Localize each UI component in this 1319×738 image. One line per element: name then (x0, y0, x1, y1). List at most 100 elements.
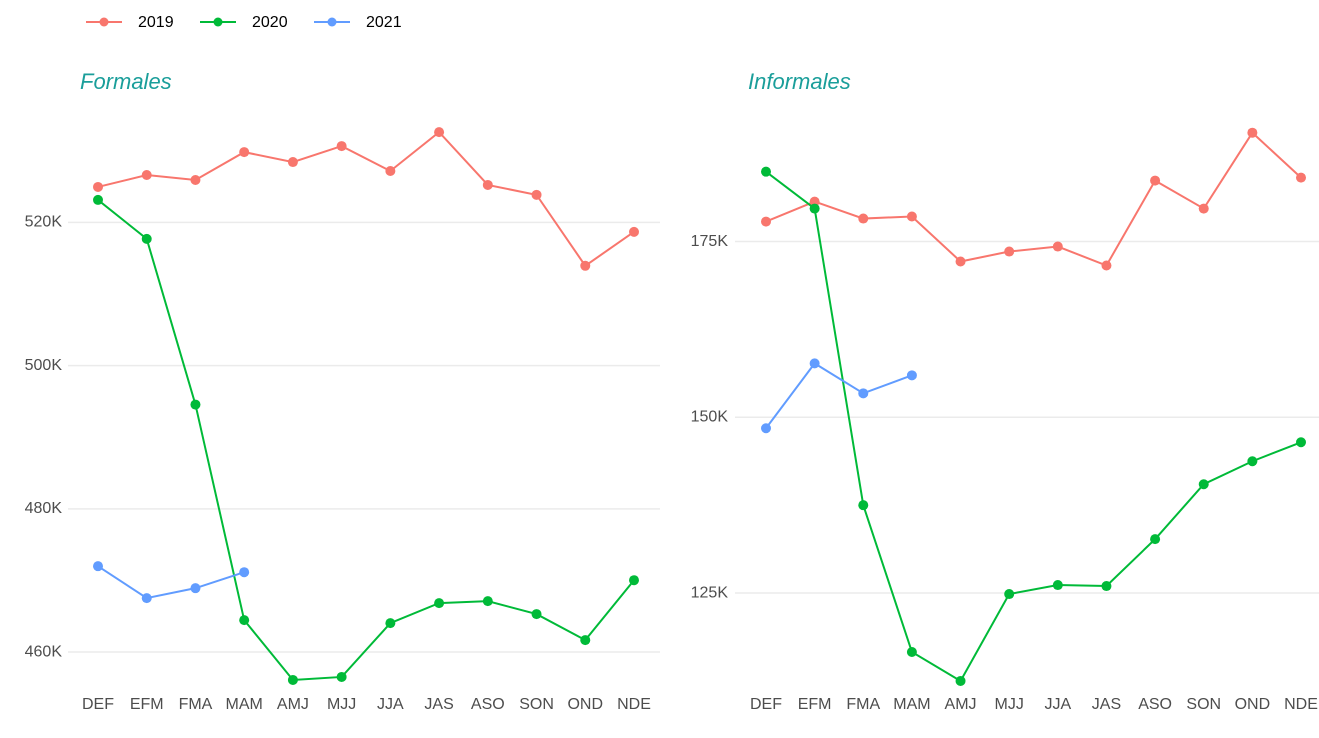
y-tick-label: 480K (25, 500, 63, 517)
data-point (1052, 580, 1063, 591)
x-tick-label: NDE (1284, 696, 1318, 713)
data-point (434, 598, 445, 609)
chart-title: Formales (80, 69, 172, 94)
series-line (97, 130, 635, 268)
x-tick-label: MAM (226, 696, 263, 713)
data-point (858, 500, 869, 511)
data-point (336, 141, 347, 152)
data-point (906, 646, 917, 657)
series-line (765, 170, 1302, 683)
data-point (906, 211, 917, 222)
x-tick-label: MJJ (995, 696, 1024, 713)
series-line (97, 565, 245, 600)
data-point (809, 196, 820, 207)
data-point (1198, 203, 1209, 214)
series-line (97, 199, 635, 681)
x-tick-label: OND (1235, 696, 1271, 713)
data-point (482, 596, 493, 607)
data-point (1296, 437, 1306, 448)
legend-label: 2021 (366, 14, 402, 31)
data-point (385, 165, 396, 176)
data-point (761, 423, 771, 434)
data-point (531, 189, 542, 200)
x-tick-label: FMA (179, 696, 213, 713)
data-point (239, 567, 250, 578)
legend-label: 2019 (138, 14, 174, 31)
data-point (858, 213, 869, 224)
data-point (1150, 534, 1161, 545)
x-tick-label: SON (1186, 696, 1221, 713)
data-point (1247, 456, 1258, 467)
y-tick-label: 460K (25, 643, 63, 660)
data-point (629, 226, 639, 237)
legend-dot (99, 17, 109, 27)
data-point (93, 194, 103, 205)
data-point (482, 179, 493, 190)
data-point (1296, 172, 1306, 183)
y-tick-label: 500K (25, 357, 63, 374)
x-tick-label: AMJ (277, 696, 309, 713)
data-point (190, 399, 201, 410)
x-tick-label: JJA (377, 696, 404, 713)
data-point (287, 674, 298, 685)
data-point (93, 181, 103, 192)
data-point (761, 166, 771, 177)
data-point (287, 157, 298, 168)
data-point (141, 593, 152, 604)
data-point (858, 388, 869, 399)
x-tick-label: JAS (1092, 696, 1121, 713)
series-line (765, 131, 1302, 267)
chart-title: Informales (748, 69, 851, 94)
data-point (809, 358, 820, 369)
data-point (1004, 589, 1015, 600)
y-tick-label: 520K (25, 214, 63, 231)
data-point (239, 147, 250, 158)
x-tick-label: DEF (750, 696, 782, 713)
legend-label: 2020 (252, 14, 288, 31)
data-point (580, 260, 591, 271)
legend-dot (327, 17, 337, 27)
x-tick-label: AMJ (945, 696, 977, 713)
data-point (1101, 260, 1112, 271)
data-point (434, 127, 445, 138)
x-tick-label: FMA (846, 696, 880, 713)
x-tick-label: ASO (1138, 696, 1172, 713)
data-point (629, 575, 639, 586)
x-tick-label: EFM (798, 696, 832, 713)
data-point (1004, 246, 1015, 257)
data-point (385, 618, 396, 629)
data-point (955, 675, 966, 686)
x-tick-label: OND (567, 696, 603, 713)
x-tick-label: MAM (893, 696, 930, 713)
data-point (1052, 241, 1063, 252)
data-point (93, 561, 103, 572)
x-tick-label: ASO (471, 696, 505, 713)
data-point (1198, 479, 1209, 490)
y-tick-label: 125K (691, 584, 729, 601)
data-point (531, 609, 542, 620)
data-point (239, 615, 250, 626)
data-point (1150, 175, 1161, 186)
data-point (141, 233, 152, 244)
data-point (955, 256, 966, 267)
data-point (190, 175, 201, 186)
data-point (761, 216, 771, 227)
data-point (190, 583, 201, 594)
x-tick-label: EFM (130, 696, 164, 713)
data-point (336, 671, 347, 682)
y-tick-label: 150K (691, 409, 729, 426)
x-tick-label: JAS (424, 696, 453, 713)
x-tick-label: DEF (82, 696, 114, 713)
y-tick-label: 175K (691, 233, 729, 250)
data-point (1101, 581, 1112, 592)
data-point (1247, 127, 1258, 138)
x-tick-label: JJA (1044, 696, 1071, 713)
data-point (580, 635, 591, 646)
x-tick-label: SON (519, 696, 554, 713)
data-point (906, 370, 917, 381)
data-point (809, 203, 820, 214)
x-tick-label: MJJ (327, 696, 356, 713)
x-tick-label: NDE (617, 696, 651, 713)
series-line (765, 362, 913, 429)
